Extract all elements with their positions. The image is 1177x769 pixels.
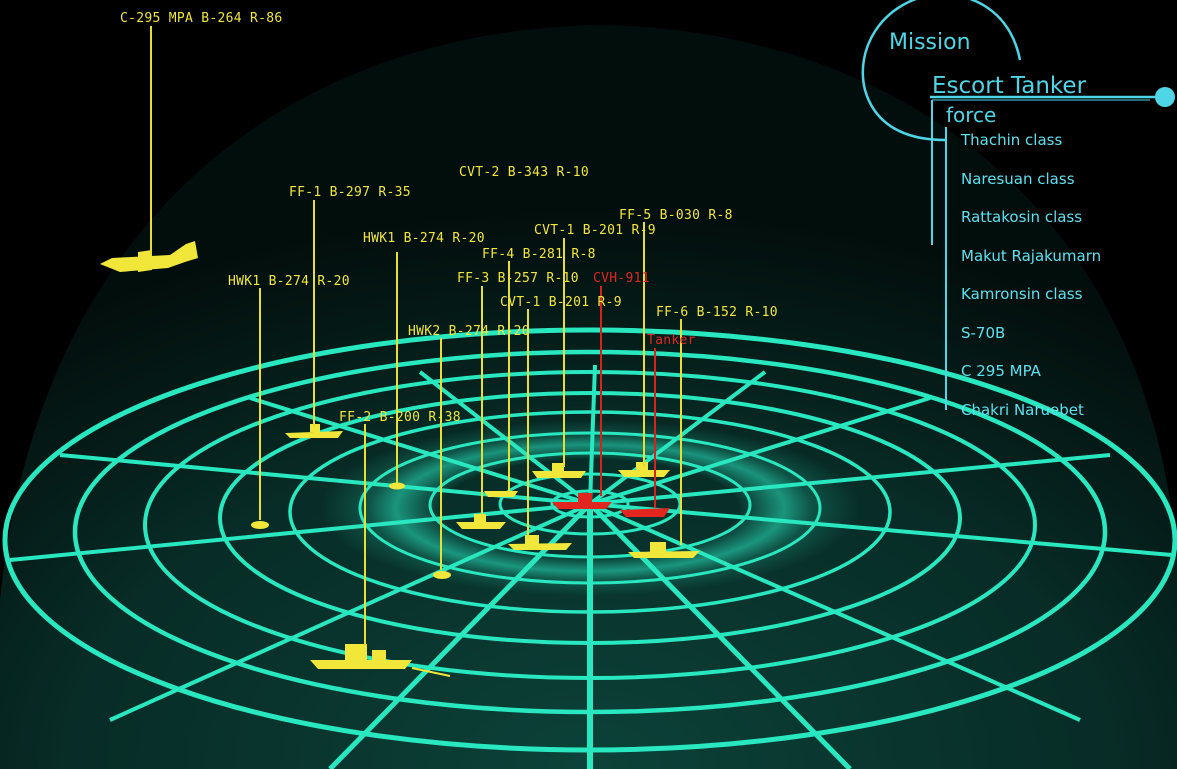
mission-panel-frame xyxy=(861,0,1175,410)
helicopter-icon xyxy=(389,482,405,490)
mission-name: Escort Tanker xyxy=(932,73,1087,99)
track-label-hwk2[interactable]: HWK2 B-274 R-20 xyxy=(408,324,530,339)
ship-icon xyxy=(456,514,506,529)
track-label-ff3[interactable]: FF-3 B-257 R-10 xyxy=(457,271,579,286)
ship-icon xyxy=(618,462,670,477)
track-stem xyxy=(481,286,483,518)
track-label-cvt1-lower[interactable]: CVT-1 B-201 R-9 xyxy=(500,295,622,310)
track-stem xyxy=(313,200,315,426)
force-item-kamronsin[interactable]: Kamronsin class xyxy=(961,285,1083,303)
track-label-cvt1-upper[interactable]: CVT-1 B-201 R-9 xyxy=(534,223,656,238)
force-label: force xyxy=(946,103,997,127)
force-item-thachin[interactable]: Thachin class xyxy=(961,131,1063,149)
track-stem xyxy=(527,309,529,538)
track-stem xyxy=(364,424,366,646)
track-stem xyxy=(680,319,682,545)
track-label-cvh911[interactable]: CVH-911 xyxy=(593,271,650,286)
force-item-rattakosin[interactable]: Rattakosin class xyxy=(961,208,1083,226)
radar-dome xyxy=(0,25,1177,769)
track-label-ff1[interactable]: FF-1 B-297 R-35 xyxy=(289,185,411,200)
track-stem xyxy=(654,348,656,508)
track-label-ff5[interactable]: FF-5 B-030 R-8 xyxy=(619,208,733,223)
track-stem xyxy=(150,26,152,256)
ship-icon xyxy=(484,491,518,497)
ship-icon xyxy=(285,424,343,438)
force-item-s70b[interactable]: S-70B xyxy=(961,324,1006,342)
track-label-hwk1-left[interactable]: HWK1 B-274 R-20 xyxy=(228,274,350,289)
force-item-naresuan[interactable]: Naresuan class xyxy=(961,170,1075,188)
force-item-makut-rajakumarn[interactable]: Makut Rajakumarn xyxy=(961,247,1102,265)
ship-icon xyxy=(628,542,700,558)
track-stem xyxy=(643,222,645,467)
ship-icon xyxy=(310,644,451,677)
helicopter-icon xyxy=(433,571,451,579)
tanker-icon xyxy=(620,508,670,517)
force-item-c295-mpa[interactable]: C 295 MPA xyxy=(961,362,1041,380)
track-stem xyxy=(259,288,261,520)
aircraft-icon xyxy=(100,241,198,272)
mission-title: Mission xyxy=(889,30,971,55)
track-label-cvt2[interactable]: CVT-2 B-343 R-10 xyxy=(459,165,590,180)
track-stem xyxy=(600,286,602,496)
track-label-ff6[interactable]: FF-6 B-152 R-10 xyxy=(656,305,778,320)
track-stem xyxy=(563,238,565,467)
track-label-tanker[interactable]: Tanker xyxy=(647,333,696,348)
helicopter-icon xyxy=(251,521,269,529)
track-stem xyxy=(396,252,398,484)
track-label-ff2[interactable]: FF-2 B-200 R-38 xyxy=(339,410,461,425)
track-stem xyxy=(508,261,510,491)
ship-icon xyxy=(508,535,572,550)
track-label-ff4[interactable]: FF-4 B-281 R-8 xyxy=(482,247,596,262)
track-stem xyxy=(440,338,442,570)
track-label-c295[interactable]: C-295 MPA B-264 R-86 xyxy=(120,11,283,26)
carrier-icon xyxy=(552,493,612,509)
ship-icon xyxy=(532,463,586,478)
track-label-hwk1-center[interactable]: HWK1 B-274 R-20 xyxy=(363,231,485,246)
force-item-chakri-naruebet[interactable]: Chakri Naruebet xyxy=(961,401,1084,419)
